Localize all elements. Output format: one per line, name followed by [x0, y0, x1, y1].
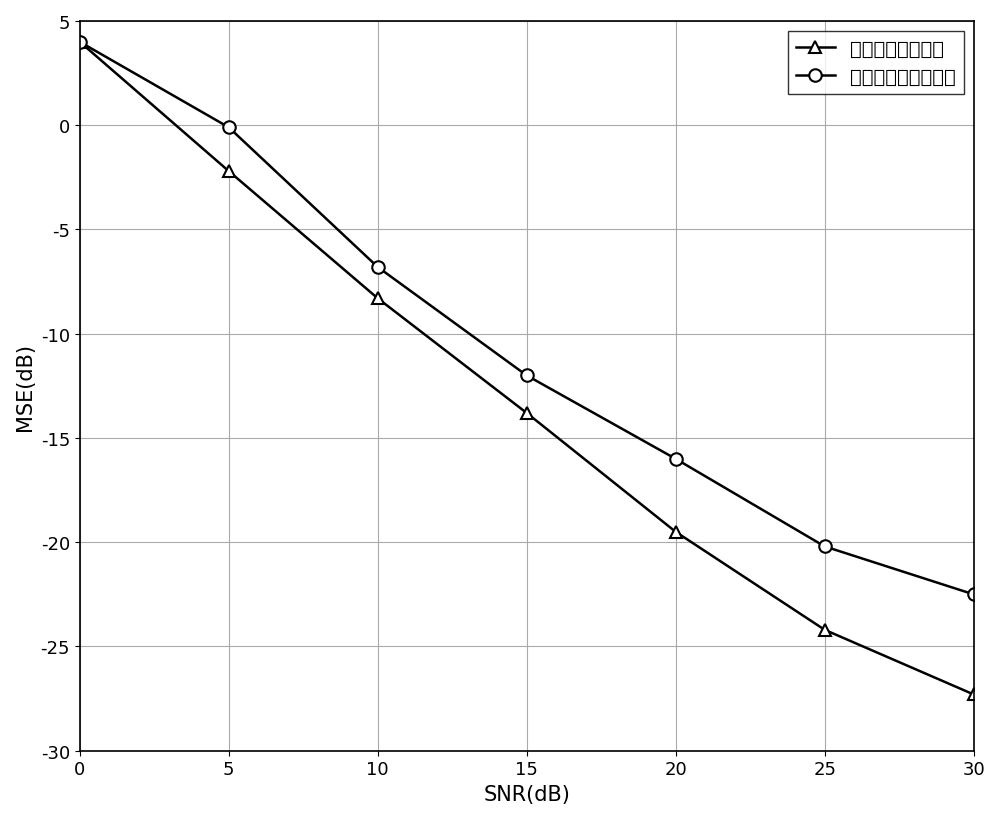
Line: 本发明提出的方法: 本发明提出的方法 — [74, 37, 980, 701]
Line: 基于导频的信道估计: 基于导频的信道估计 — [74, 37, 980, 601]
基于导频的信道估计 — [521, 371, 533, 381]
基于导频的信道估计 — [223, 124, 235, 133]
基于导频的信道估计 — [968, 590, 980, 600]
本发明提出的方法 — [521, 409, 533, 419]
基于导频的信道估计 — [819, 542, 831, 552]
Legend: 本发明提出的方法, 基于导频的信道估计: 本发明提出的方法, 基于导频的信道估计 — [788, 32, 964, 95]
基于导频的信道估计 — [372, 263, 384, 273]
X-axis label: SNR(dB): SNR(dB) — [483, 784, 570, 804]
本发明提出的方法 — [223, 167, 235, 177]
基于导频的信道估计 — [670, 455, 682, 464]
本发明提出的方法 — [968, 690, 980, 699]
基于导频的信道估计 — [74, 38, 86, 48]
本发明提出的方法 — [74, 38, 86, 48]
Y-axis label: MSE(dB): MSE(dB) — [15, 342, 35, 430]
本发明提出的方法 — [670, 527, 682, 537]
本发明提出的方法 — [819, 625, 831, 635]
本发明提出的方法 — [372, 294, 384, 304]
